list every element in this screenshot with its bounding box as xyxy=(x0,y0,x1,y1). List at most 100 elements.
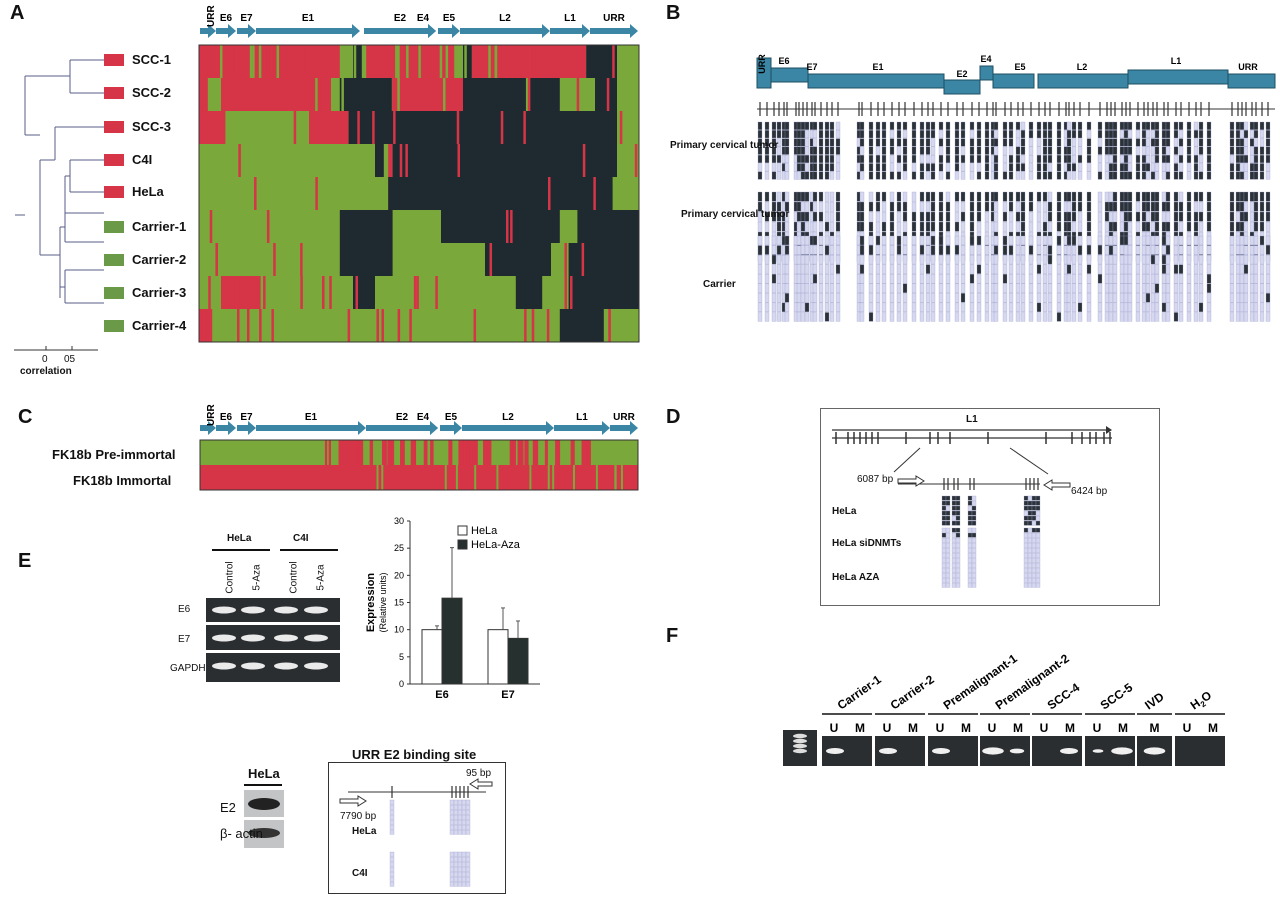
cpg-cell xyxy=(951,527,957,533)
cpg-cell xyxy=(1239,293,1245,303)
cpg-cell xyxy=(1198,245,1204,255)
cpg-cell xyxy=(875,274,881,284)
cpg-cell xyxy=(461,814,467,820)
cpg-cell xyxy=(784,171,790,180)
cpg-cell xyxy=(1077,211,1083,222)
cpg-cell xyxy=(764,283,770,293)
cpg-cell xyxy=(1127,121,1133,130)
cpg-cell xyxy=(757,154,763,163)
cpg-cell xyxy=(984,293,990,303)
cpg-cell xyxy=(896,221,902,232)
cpg-cell xyxy=(868,211,874,222)
cpg-cell xyxy=(1071,211,1077,222)
cpg-cell xyxy=(881,171,887,180)
cpg-cell xyxy=(1023,510,1029,516)
cpg-cell xyxy=(945,515,951,521)
cpg-cell xyxy=(818,274,824,284)
cpg-cell xyxy=(764,245,770,255)
cpg-cell xyxy=(919,312,925,322)
cpg-cell xyxy=(1135,211,1141,222)
cpg-cell xyxy=(764,138,770,147)
cpg-cell xyxy=(764,254,770,265)
cpg-cell xyxy=(1165,146,1171,155)
cpg-cell xyxy=(1047,312,1053,322)
cpg-cell xyxy=(1253,191,1259,202)
cpg-cell xyxy=(824,235,830,246)
cpg-cell xyxy=(764,211,770,222)
cpg-cell xyxy=(976,138,982,147)
cpg-cell xyxy=(812,302,818,312)
cpg-cell xyxy=(835,302,841,312)
panel-e-letter: E xyxy=(18,550,32,572)
cpg-cell xyxy=(1104,293,1110,303)
methylation-stripe xyxy=(473,309,477,342)
cpg-cell xyxy=(1265,254,1271,265)
cpg-cell xyxy=(1108,146,1114,155)
gel-row-label: E7 xyxy=(178,634,191,645)
gene-label: E4 xyxy=(417,13,430,24)
gel-band xyxy=(274,634,298,642)
cpg-cell xyxy=(969,163,975,172)
cpg-cell xyxy=(764,302,770,312)
cpg-cell xyxy=(1077,171,1083,180)
cpg-cell xyxy=(1186,191,1192,202)
cpg-cell xyxy=(1008,302,1014,312)
cpg-cell xyxy=(1123,138,1129,147)
cpg-cell xyxy=(835,264,841,274)
cpg-cell xyxy=(1077,254,1083,265)
cpg-cell xyxy=(804,191,810,202)
cpg-cell xyxy=(1193,245,1199,255)
cpg-cell xyxy=(960,201,966,212)
cpg-cell xyxy=(784,138,790,147)
cpg-cell xyxy=(919,283,925,293)
cpg-cell xyxy=(1015,312,1021,322)
methylation-stripe xyxy=(532,440,536,465)
urr-row-label: C4I xyxy=(352,868,368,879)
methylation-stripe xyxy=(455,465,458,490)
cpg-cell xyxy=(1008,138,1014,147)
cpg-cell xyxy=(1047,154,1053,163)
cpg-cell xyxy=(1186,302,1192,312)
rt-pcr-gel xyxy=(206,598,340,682)
cpg-cell xyxy=(976,201,982,212)
cpg-cell xyxy=(971,520,977,526)
cpg-cell xyxy=(1154,254,1160,265)
cpg-cell xyxy=(1178,163,1184,172)
cpg-cell xyxy=(967,500,973,506)
cpg-cell xyxy=(960,302,966,312)
cpg-cell xyxy=(967,537,973,543)
cpg-cell xyxy=(1206,264,1212,274)
cpg-cell xyxy=(971,557,977,563)
cpg-cell xyxy=(1015,191,1021,202)
cpg-cell xyxy=(955,532,961,538)
cpg-cell xyxy=(919,138,925,147)
cpg-cell xyxy=(1161,264,1167,274)
cpg-cell xyxy=(889,191,895,202)
cpg-cell xyxy=(945,572,951,578)
cpg-cell xyxy=(941,552,947,558)
cpg-cell xyxy=(453,809,459,815)
methylation-stripe xyxy=(489,243,493,276)
cpg-cell xyxy=(1027,572,1033,578)
methylation-stripe xyxy=(500,111,504,144)
cpg-cell xyxy=(1015,211,1021,222)
cpg-cell xyxy=(1008,191,1014,202)
cpg-cell xyxy=(1229,274,1235,284)
cpg-cell xyxy=(1036,274,1042,284)
cpg-cell xyxy=(1249,312,1255,322)
cpg-cell xyxy=(902,264,908,274)
cpg-cell xyxy=(868,293,874,303)
cpg-cell xyxy=(889,264,895,274)
gene-arrowhead xyxy=(248,24,256,38)
gene-label: L2 xyxy=(499,13,511,24)
cpg-cell xyxy=(757,235,763,246)
cpg-cell xyxy=(1015,121,1021,130)
cpg-cell xyxy=(1056,138,1062,147)
gene-label: E2 xyxy=(396,412,409,423)
panel-c-heatmap xyxy=(199,439,639,491)
cpg-cell xyxy=(1249,283,1255,293)
cpg-cell xyxy=(1229,121,1235,130)
cpg-cell xyxy=(1097,293,1103,303)
cpg-cell xyxy=(1097,221,1103,232)
